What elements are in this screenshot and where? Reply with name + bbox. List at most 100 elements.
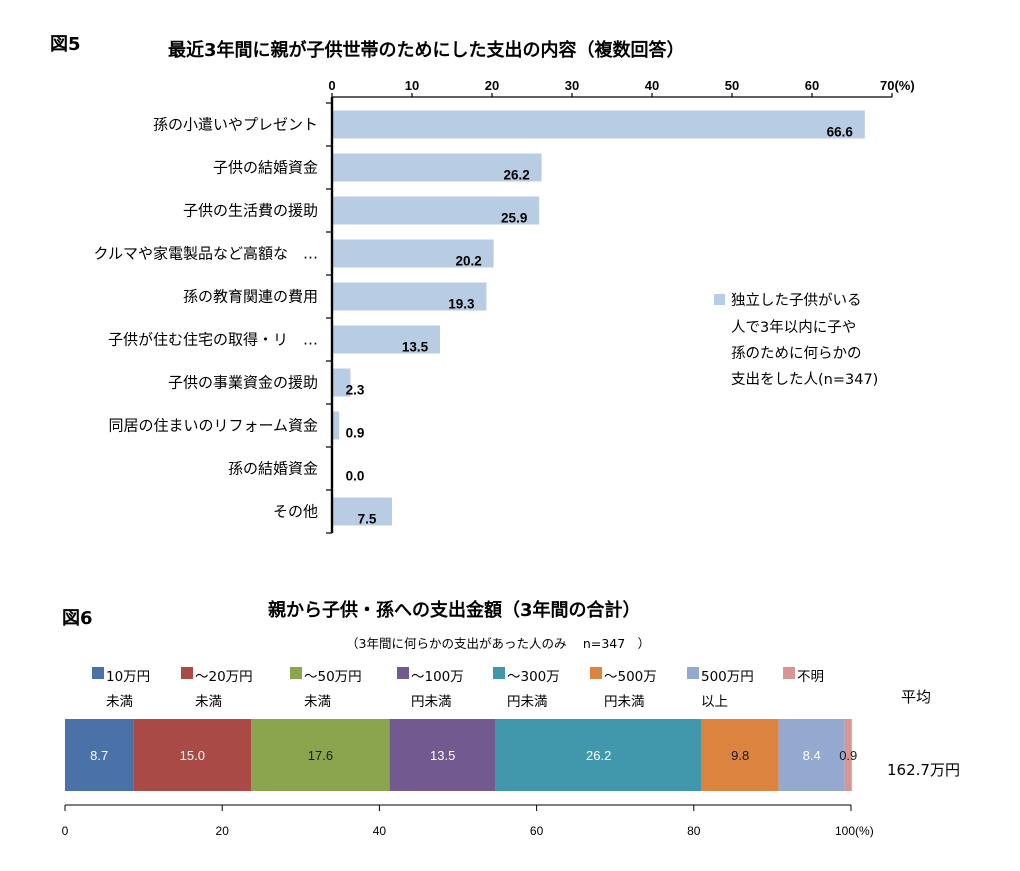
fig6-segment-label: 8.7 bbox=[90, 748, 108, 763]
fig6-segment-label: 15.0 bbox=[180, 748, 205, 763]
fig5-legend-line-3: 孫のために何らかの bbox=[731, 345, 862, 362]
fig5-value-label: 26.2 bbox=[503, 168, 529, 183]
fig5-value-label: 19.3 bbox=[448, 297, 475, 312]
fig5-legend-line-1: 独立した子供がいる bbox=[731, 292, 862, 309]
fig5-bar bbox=[332, 497, 392, 526]
fig5-axes bbox=[326, 93, 893, 534]
fig6-legend-label: 500万円 bbox=[701, 669, 754, 685]
fig5-legend-swatch bbox=[714, 294, 725, 305]
fig6-legend-label-line2: 未満 bbox=[304, 694, 331, 710]
fig5-bar bbox=[332, 110, 865, 139]
fig5-value-labels: 66.6 26.2 25.9 20.2 19.3 13.5 2.3 0.9 0.0 7.5 bbox=[346, 125, 854, 527]
fig6-tick-label: 0 bbox=[62, 824, 69, 838]
fig5-category-label: 子供の事業資金の援助 bbox=[168, 374, 318, 392]
fig6-legend-label-line2: 以上 bbox=[701, 694, 728, 710]
fig5-bar bbox=[332, 325, 440, 354]
fig6-legend-label: ～300万 bbox=[507, 669, 560, 685]
fig5-bars bbox=[332, 110, 865, 526]
fig6-legend-label-line2: 未満 bbox=[106, 694, 133, 710]
fig5-bar bbox=[332, 153, 542, 182]
fig6-legend-label-line2: 円未満 bbox=[604, 694, 645, 710]
fig6-legend-swatch bbox=[181, 667, 193, 679]
fig6-legend-swatch bbox=[590, 667, 602, 679]
fig6-axis-unit: 100(%) bbox=[835, 824, 874, 838]
fig6-legend-label-line2: 円未満 bbox=[507, 694, 548, 710]
fig5-value-label: 25.9 bbox=[501, 211, 527, 226]
fig5-category-label: 孫の教育関連の費用 bbox=[183, 288, 318, 306]
fig6-segment bbox=[701, 719, 779, 791]
fig6-legend-label: ～50万円 bbox=[304, 669, 362, 685]
fig6-legend-label: ～20万円 bbox=[195, 669, 253, 685]
fig5-category-label: 子供の生活費の援助 bbox=[183, 202, 318, 220]
fig6-legend-label-line2: 未満 bbox=[195, 694, 222, 710]
fig6-segment bbox=[251, 719, 390, 791]
fig5-bar bbox=[332, 411, 340, 440]
fig5-x-ticks: 0 10 20 30 40 50 60 bbox=[328, 78, 819, 93]
fig6-legend-label: 不明 bbox=[797, 669, 824, 685]
fig6-legend-swatch bbox=[397, 667, 409, 679]
fig5-value-label: 13.5 bbox=[402, 340, 429, 355]
fig5-bar bbox=[332, 239, 494, 268]
fig6-legend-label: ～100万 bbox=[411, 669, 464, 685]
fig5-value-label: 66.6 bbox=[827, 125, 854, 140]
fig6-legend-swatch bbox=[687, 667, 699, 679]
fig6-segment-label: 13.5 bbox=[430, 748, 455, 763]
fig6-label: 図6 bbox=[62, 608, 93, 629]
fig5-bar bbox=[332, 196, 540, 225]
fig6-legend-label: 10万円 bbox=[106, 669, 150, 685]
fig6-stacked-bar bbox=[65, 719, 852, 791]
fig6-subtitle: （3年間に何らかの支出があった人のみ n=347 ） bbox=[346, 636, 650, 651]
fig6-segment-label: 9.8 bbox=[731, 748, 749, 763]
fig6-segment-label: 26.2 bbox=[586, 748, 611, 763]
fig6-title: 親から子供・孫への支出金額（3年間の合計） bbox=[268, 599, 641, 621]
fig5-category-label: クルマや家電製品など高額な … bbox=[93, 245, 318, 263]
fig6-tick-label: 20 bbox=[216, 824, 230, 838]
fig6-tick-label: 80 bbox=[687, 824, 701, 838]
fig5-value-label: 7.5 bbox=[358, 512, 377, 527]
fig5-bar bbox=[332, 282, 487, 311]
fig6-legend-label: ～500万 bbox=[604, 669, 657, 685]
fig5-value-label: 2.3 bbox=[346, 383, 365, 398]
fig6-legend-swatch bbox=[783, 667, 795, 679]
fig6-segment-label: 8.4 bbox=[803, 748, 821, 763]
fig6-segment bbox=[778, 719, 845, 791]
fig5-category-label: 同居の住まいのリフォーム資金 bbox=[108, 417, 318, 435]
fig5-legend-line-4: 支出をした人(n=347) bbox=[731, 371, 878, 388]
fig6-x-axis: 0 20 40 60 80 bbox=[62, 804, 852, 838]
fig5-category-label: 孫の小遣いやプレゼント bbox=[153, 116, 318, 134]
fig6-segment bbox=[844, 719, 852, 791]
fig6-legend-label-line2: 円未満 bbox=[411, 694, 452, 710]
fig5-x-tick-label: 10 bbox=[405, 78, 419, 93]
fig6-legend-swatch bbox=[290, 667, 302, 679]
fig6-segment-labels: 8.7 15.0 17.6 13.5 26.2 9.8 8.4 0.9 bbox=[90, 748, 857, 763]
fig6-segment bbox=[495, 719, 702, 791]
fig6-segment bbox=[65, 719, 134, 791]
fig5-x-tick-label: 20 bbox=[485, 78, 499, 93]
fig5-categories: 孫の小遣いやプレゼント子供の結婚資金子供の生活費の援助クルマや家電製品など高額な… bbox=[93, 116, 318, 521]
fig6-average-value: 162.7万円 bbox=[887, 761, 960, 779]
fig6-legend-swatch bbox=[92, 667, 104, 679]
fig5-category-label: その他 bbox=[273, 503, 318, 521]
fig5-x-tick-label: 40 bbox=[645, 78, 659, 93]
fig5-label: 図5 bbox=[50, 34, 81, 55]
fig5-value-label: 20.2 bbox=[455, 254, 481, 269]
fig6-tick-label: 40 bbox=[373, 824, 387, 838]
fig6-tick-label: 60 bbox=[530, 824, 544, 838]
fig5-title: 最近3年間に親が子供世帯のためにした支出の内容（複数回答） bbox=[168, 39, 685, 61]
fig6-legend-swatch bbox=[493, 667, 505, 679]
fig5-category-label: 孫の結婚資金 bbox=[228, 460, 318, 478]
fig6-segment bbox=[133, 719, 252, 791]
fig5-x-tick-label: 60 bbox=[805, 78, 819, 93]
fig5-value-label: 0.0 bbox=[346, 469, 365, 484]
fig6-segment bbox=[389, 719, 496, 791]
fig5-category-label: 子供が住む住宅の取得・リ … bbox=[108, 331, 318, 349]
fig5-legend-line-2: 人で3年以内に子や bbox=[731, 319, 856, 336]
fig5-x-tick-label: 0 bbox=[328, 78, 335, 93]
fig5-value-label: 0.9 bbox=[346, 426, 365, 441]
fig6-segment-label: 17.6 bbox=[308, 748, 333, 763]
fig5-bar bbox=[332, 368, 351, 397]
fig5-x-tick-label: 50 bbox=[725, 78, 739, 93]
fig6-average-label: 平均 bbox=[901, 688, 931, 706]
